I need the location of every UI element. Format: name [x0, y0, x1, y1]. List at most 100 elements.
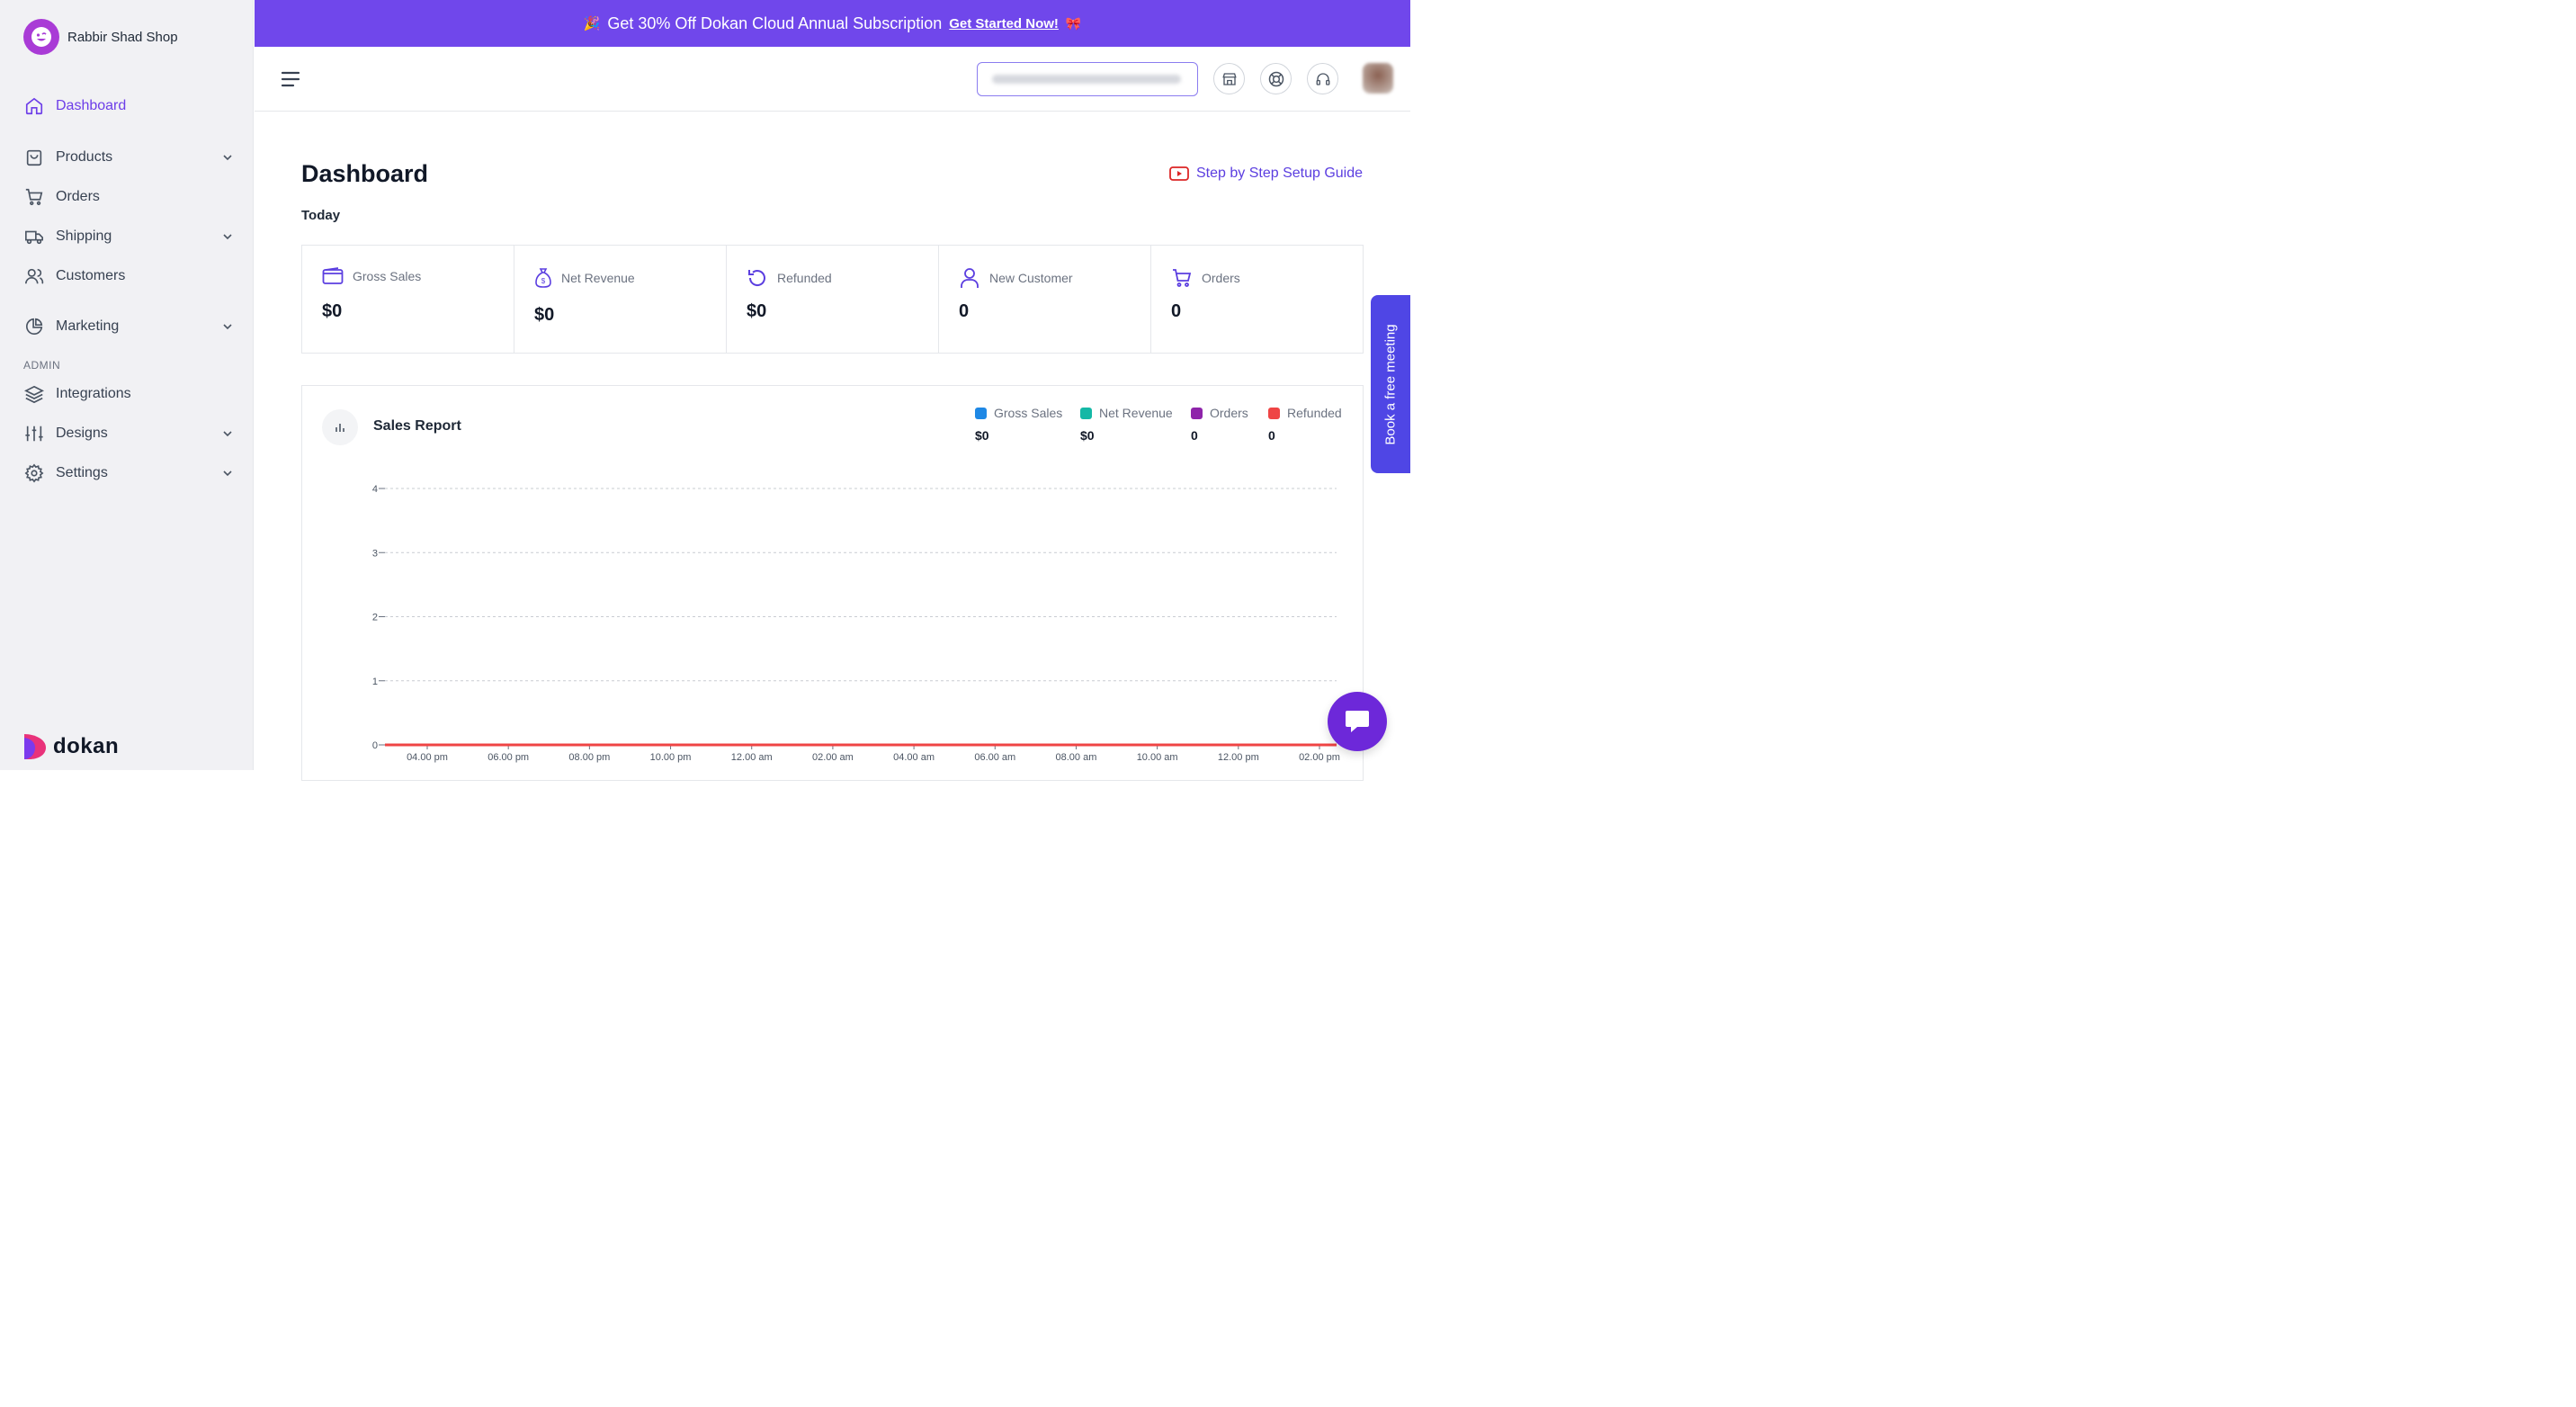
stat-card-gross-sales: Gross Sales $0 [302, 246, 514, 353]
sidebar-item-integrations[interactable]: Integrations [23, 380, 239, 408]
sidebar-item-settings[interactable]: Settings [23, 459, 239, 488]
sidebar-item-designs[interactable]: Designs [23, 419, 239, 448]
stat-value: $0 [747, 301, 767, 321]
promo-text: Get 30% Off Dokan Cloud Annual Subscript… [607, 13, 943, 32]
chevron-down-icon[interactable] [221, 467, 234, 479]
stat-label: Orders [1202, 271, 1240, 285]
sidebar-item-dashboard[interactable]: Dashboard [23, 92, 239, 121]
stat-card-net-revenue: $ Net Revenue $0 [514, 246, 727, 353]
page-title: Dashboard [301, 160, 429, 187]
book-meeting-tab[interactable]: Book a free meeting [1371, 295, 1410, 473]
user-icon [961, 268, 979, 288]
period-label: Today [301, 208, 341, 223]
chevron-down-icon[interactable] [221, 151, 234, 164]
chat-icon [1346, 711, 1369, 732]
promo-cta-link[interactable]: Get Started Now! [949, 15, 1059, 31]
sidebar-item-label: Settings [56, 465, 108, 480]
chat-button[interactable] [1328, 692, 1387, 751]
sidebar-item-label: Designs [56, 426, 108, 441]
sidebar-item-label: Dashboard [56, 98, 127, 113]
legend-swatch [1191, 408, 1203, 419]
wallet-icon [322, 267, 344, 284]
shop-name: Rabbir Shad Shop [67, 29, 178, 45]
dokan-logo-icon [24, 734, 46, 759]
sidebar-item-label: Shipping [56, 229, 112, 244]
cart-icon [1173, 269, 1192, 287]
report-title: Sales Report [373, 418, 461, 434]
legend-item-orders[interactable]: Orders 0 [1191, 406, 1248, 443]
bag-icon [23, 147, 45, 168]
sidebar-item-products[interactable]: Products [23, 143, 239, 172]
promo-banner: 🎉 Get 30% Off Dokan Cloud Annual Subscri… [255, 0, 1410, 47]
legend-value: 0 [1268, 428, 1275, 443]
setup-guide-link[interactable]: Step by Step Setup Guide [1169, 166, 1363, 182]
legend-swatch [975, 408, 987, 419]
shop-brand[interactable]: Rabbir Shad Shop [23, 19, 178, 55]
chevron-down-icon[interactable] [221, 427, 234, 440]
stat-label: New Customer [989, 271, 1073, 285]
sidebar-item-label: Orders [56, 189, 100, 204]
bar-chart-icon [322, 409, 358, 445]
stat-label: Gross Sales [353, 269, 422, 283]
sidebar-item-shipping[interactable]: Shipping [23, 222, 239, 251]
store-button[interactable] [1213, 63, 1245, 94]
stat-card-new-customer: New Customer 0 [939, 246, 1151, 353]
legend-label: Net Revenue [1099, 406, 1173, 420]
legend-swatch [1080, 408, 1092, 419]
menu-toggle-icon[interactable] [281, 71, 300, 87]
home-icon [23, 95, 45, 117]
sidebar-item-label: Products [56, 149, 113, 165]
legend-label: Refunded [1287, 406, 1342, 420]
headset-icon [1316, 72, 1329, 85]
party-popper-icon: 🎉 [583, 16, 601, 31]
sidebar: Rabbir Shad Shop Dashboard Products Orde… [0, 0, 254, 770]
stat-card-orders: Orders 0 [1151, 246, 1363, 353]
setup-guide-label: Step by Step Setup Guide [1196, 166, 1364, 181]
sidebar-item-orders[interactable]: Orders [23, 183, 239, 211]
help-button[interactable] [1260, 63, 1292, 94]
book-meeting-label: Book a free meeting [1382, 323, 1399, 445]
dokan-logo[interactable]: dokan [22, 732, 119, 761]
legend-item-refunded[interactable]: Refunded 0 [1268, 406, 1342, 443]
dokan-wordmark: dokan [53, 734, 120, 758]
chevron-down-icon[interactable] [221, 230, 234, 243]
legend-value: $0 [1080, 428, 1095, 443]
sidebar-item-label: Marketing [56, 318, 120, 334]
sales-report-card: Sales Report Gross Sales $0 Net Revenue … [301, 385, 1364, 781]
store-icon [1221, 72, 1237, 85]
legend-label: Orders [1210, 406, 1248, 420]
legend-swatch [1268, 408, 1280, 419]
legend-item-gross-sales[interactable]: Gross Sales $0 [975, 406, 1062, 443]
stat-value: $0 [534, 305, 555, 325]
legend-item-net-revenue[interactable]: Net Revenue $0 [1080, 406, 1173, 443]
sidebar-item-customers[interactable]: Customers [23, 262, 239, 291]
users-icon [23, 265, 45, 287]
stats-row: Gross Sales $0 $ Net Revenue $0 Refunded… [301, 245, 1364, 354]
youtube-icon [1169, 166, 1189, 181]
cart-icon [23, 186, 45, 208]
sidebar-item-label: Customers [56, 268, 126, 283]
search-input[interactable] [977, 62, 1198, 96]
money-bag-icon: $ [535, 268, 551, 288]
pie-chart-icon [23, 316, 45, 337]
chevron-down-icon[interactable] [221, 320, 234, 333]
stat-value: 0 [1171, 301, 1182, 321]
sidebar-item-label: Integrations [56, 386, 131, 401]
refund-icon [748, 270, 765, 286]
sidebar-item-marketing[interactable]: Marketing [23, 312, 239, 341]
ribbon-icon: 🎀 [1065, 15, 1082, 31]
stat-card-refunded: Refunded $0 [727, 246, 939, 353]
stat-value: 0 [959, 301, 970, 321]
stat-value: $0 [322, 301, 343, 321]
admin-section-label: ADMIN [23, 359, 61, 372]
support-button[interactable] [1307, 63, 1338, 94]
search-placeholder-redacted [992, 75, 1181, 84]
legend-label: Gross Sales [994, 406, 1063, 420]
legend-value: $0 [975, 428, 989, 443]
stat-label: Net Revenue [561, 271, 635, 285]
user-avatar[interactable] [1363, 63, 1393, 94]
sliders-icon [23, 423, 45, 444]
truck-icon [23, 226, 45, 247]
top-bar [255, 47, 1410, 112]
svg-text:$: $ [541, 277, 546, 285]
